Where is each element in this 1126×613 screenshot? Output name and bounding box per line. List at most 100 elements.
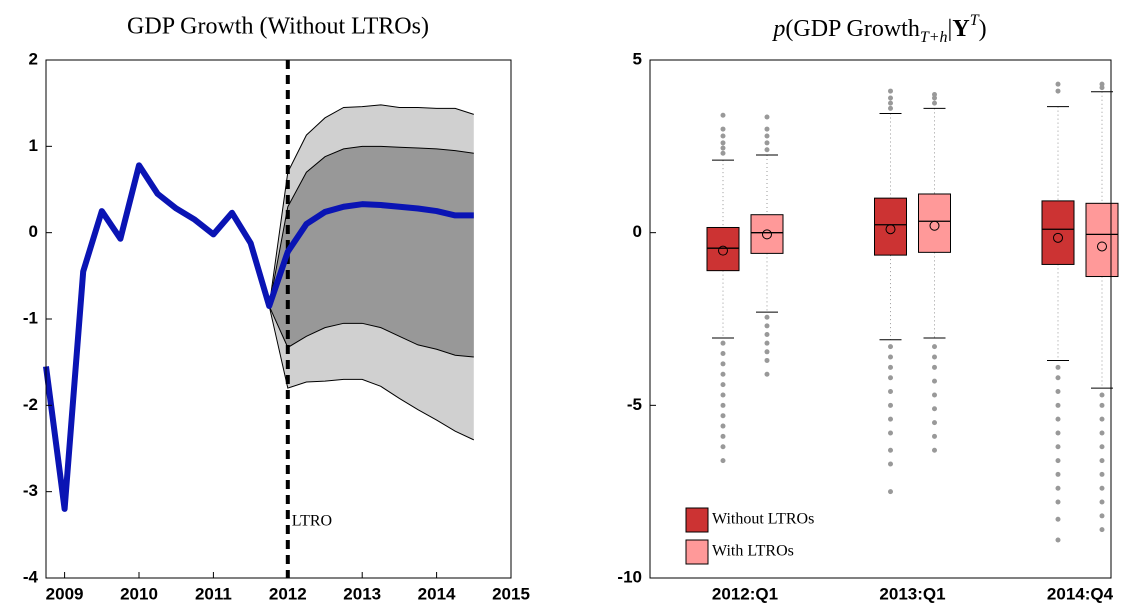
outlier	[764, 314, 770, 320]
outlier	[764, 349, 770, 355]
outlier	[720, 145, 726, 151]
outlier	[1055, 375, 1061, 381]
title-part: )	[979, 16, 987, 42]
box	[918, 193, 951, 253]
outlier	[1055, 81, 1061, 87]
outlier	[1055, 499, 1061, 505]
outlier	[1055, 516, 1061, 522]
outlier	[888, 354, 893, 360]
outlier	[720, 382, 726, 388]
x-tick-label: 2012	[269, 584, 307, 603]
outlier	[1055, 444, 1061, 450]
outlier	[1099, 513, 1105, 519]
x-tick-label: 2015	[492, 584, 530, 603]
outlier	[1055, 402, 1061, 408]
outlier	[720, 444, 726, 450]
outlier	[1055, 485, 1061, 491]
outlier	[1055, 416, 1061, 422]
outlier	[764, 332, 770, 338]
outlier	[888, 95, 893, 101]
outlier	[1099, 471, 1105, 477]
outlier	[932, 344, 937, 350]
x-tick-label: 2009	[46, 584, 84, 603]
box	[1085, 202, 1119, 278]
outlier	[888, 402, 893, 408]
mean	[718, 245, 728, 256]
y-tick-label: -1	[23, 308, 38, 327]
outlier	[1099, 402, 1105, 408]
outlier	[720, 150, 726, 156]
y-tick-label: -10	[617, 567, 642, 586]
y-tick-label: 0	[633, 222, 642, 241]
mean	[762, 229, 772, 240]
y-tick-label: 0	[29, 222, 38, 241]
outlier	[720, 351, 726, 357]
outlier	[1099, 499, 1105, 505]
outlier	[932, 354, 937, 360]
outlier	[764, 140, 770, 146]
outlier	[720, 361, 726, 367]
y-tick-label: 2	[29, 49, 38, 68]
y-tick-label: -5	[627, 395, 642, 414]
outlier	[1099, 81, 1105, 87]
outlier	[720, 126, 726, 132]
outlier	[932, 364, 937, 370]
outlier	[764, 357, 770, 363]
band-edge	[268, 305, 475, 441]
outlier	[932, 100, 937, 106]
outlier	[764, 126, 770, 132]
outlier	[888, 461, 893, 467]
legend-label: With LTROs	[712, 543, 794, 560]
outlier	[1055, 389, 1061, 395]
outlier	[932, 433, 937, 439]
outlier	[888, 375, 893, 381]
x-tick-label: 2011	[195, 584, 232, 603]
x-tick-label: 2014	[418, 584, 456, 603]
outlier	[932, 378, 937, 384]
outlier	[1099, 527, 1105, 533]
outlier	[764, 133, 770, 139]
outlier	[932, 92, 937, 98]
x-tick-label: 2013:Q1	[879, 584, 945, 603]
band-edge	[268, 145, 474, 307]
x-tick-label: 2012:Q1	[712, 584, 778, 603]
outlier	[1055, 458, 1061, 464]
x-tick-label: 2014:Q4	[1047, 584, 1114, 603]
outlier	[932, 95, 937, 101]
mean	[885, 224, 896, 235]
plot-frame	[649, 59, 1112, 579]
outlier	[764, 323, 770, 329]
box	[1041, 200, 1075, 265]
outlier	[888, 100, 893, 106]
outlier	[764, 114, 770, 120]
outlier	[888, 105, 893, 111]
y-tick-label: -3	[23, 481, 38, 500]
outlier	[1099, 458, 1105, 464]
outlier	[1055, 537, 1061, 543]
outlier	[1055, 88, 1061, 94]
title-part: p	[771, 16, 785, 42]
outlier	[720, 340, 726, 346]
outlier	[1055, 471, 1061, 477]
outlier	[1099, 85, 1105, 91]
outlier	[888, 88, 893, 94]
outlier	[888, 447, 893, 453]
outlier	[720, 402, 726, 408]
outlier	[932, 447, 937, 453]
outlier	[1055, 430, 1061, 436]
legend-swatch	[685, 507, 709, 533]
title-part: |	[948, 16, 953, 42]
box	[750, 214, 784, 254]
y-tick-label: -4	[23, 567, 39, 586]
outlier	[1099, 416, 1105, 422]
outlier	[1099, 430, 1105, 436]
outlier	[764, 340, 770, 346]
outlier	[932, 392, 937, 398]
legend-swatch	[685, 539, 709, 565]
chart-title: p(GDP GrowthT+h|YT)	[771, 12, 986, 46]
mean	[929, 220, 940, 231]
outlier	[720, 112, 726, 118]
box	[874, 197, 907, 256]
y-tick-label: -2	[23, 395, 38, 414]
